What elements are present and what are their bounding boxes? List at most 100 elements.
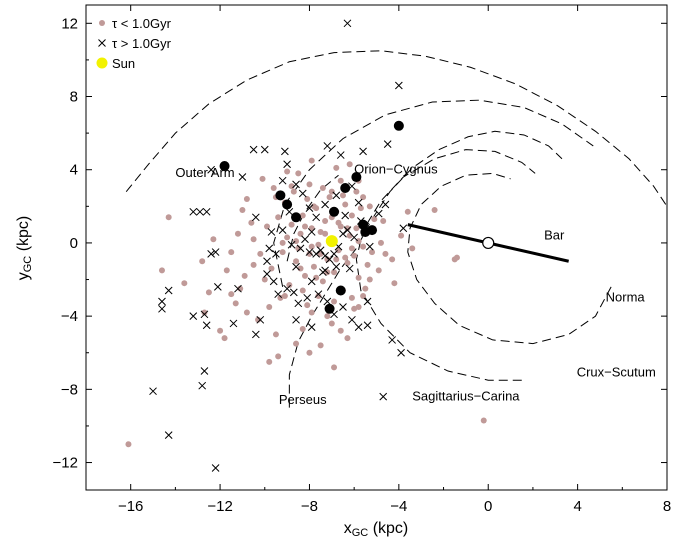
young-star-point <box>232 300 239 307</box>
young-star-point <box>261 276 268 283</box>
annotation-label: Perseus <box>279 392 327 407</box>
old-star-point <box>260 145 269 154</box>
young-star-point <box>257 250 264 257</box>
young-star-point <box>335 219 342 226</box>
young-star-point <box>353 188 360 195</box>
old-star-point <box>321 266 329 275</box>
legend-label: τ < 1.0Gyr <box>112 16 172 31</box>
large-black-point <box>275 190 286 201</box>
x-tick-label: −4 <box>390 498 407 515</box>
young-star-point <box>221 335 228 342</box>
old-star-point <box>307 277 316 286</box>
old-star-point <box>263 270 271 278</box>
young-star-point <box>364 261 371 268</box>
old-star-point <box>272 250 280 258</box>
young-star-point <box>398 232 405 239</box>
old-star-point <box>292 180 300 189</box>
old-star-point <box>238 173 247 181</box>
large-black-point <box>367 225 378 236</box>
x-axis-title-main: x <box>344 520 352 537</box>
young-star-point <box>268 265 275 272</box>
large-black-point <box>329 206 340 217</box>
young-star-point <box>382 250 389 257</box>
young-star-point <box>299 325 306 332</box>
young-star-point <box>360 194 367 201</box>
young-star-point <box>344 260 351 267</box>
young-star-point <box>333 164 340 171</box>
old-star-point <box>283 284 291 293</box>
young-star-point <box>348 294 355 301</box>
old-star-point <box>281 147 289 156</box>
plot-frame <box>85 4 668 491</box>
young-star-point <box>366 276 373 283</box>
old-star-point <box>267 228 276 236</box>
old-star-point <box>283 160 291 169</box>
old-star-point <box>200 310 209 319</box>
young-star-point <box>270 185 277 192</box>
old-star-point <box>202 207 211 216</box>
old-star-point <box>325 255 334 264</box>
large-black-point <box>324 303 335 314</box>
young-star-point <box>301 272 308 279</box>
old-star-point <box>316 246 325 255</box>
old-star-point <box>379 392 388 401</box>
young-star-point <box>158 267 165 274</box>
young-star-point <box>348 245 355 252</box>
young-star-point <box>275 353 282 360</box>
young-star-point <box>357 205 364 212</box>
old-star-point <box>332 191 341 200</box>
x-tick-label: −12 <box>207 498 232 515</box>
old-star-point <box>305 204 314 213</box>
old-star-point <box>341 211 350 220</box>
old-star-point <box>323 142 332 150</box>
annotation-label: Crux−Scutum <box>577 365 656 380</box>
young-star-point <box>237 285 244 292</box>
old-star-point <box>343 226 352 234</box>
young-star-point <box>243 309 250 316</box>
young-star-point <box>353 225 360 232</box>
young-star-point <box>355 274 362 281</box>
young-star-point <box>389 256 396 263</box>
young-star-point <box>308 243 315 250</box>
young-star-point <box>248 219 255 226</box>
galactic-bar <box>407 223 570 263</box>
young-star-point <box>295 170 302 177</box>
young-star-point <box>284 168 291 175</box>
young-star-point <box>328 188 335 195</box>
old-star-point <box>321 200 329 209</box>
old-star-point <box>292 315 300 324</box>
young-star-point <box>333 256 340 263</box>
spiral-arm <box>125 50 668 207</box>
old-star-point <box>158 297 166 306</box>
young-star-point <box>223 267 230 274</box>
large-black-point <box>393 120 404 131</box>
young-star-point <box>355 238 362 245</box>
young-star-point <box>239 206 246 213</box>
young-star-point <box>315 241 322 248</box>
young-star-point <box>391 280 398 287</box>
legend-cross-marker <box>98 39 106 47</box>
large-black-point <box>282 199 293 210</box>
old-star-point <box>229 319 238 328</box>
old-star-point <box>332 262 341 271</box>
old-star-point <box>278 226 287 234</box>
young-star-point <box>342 201 349 208</box>
legend-dot-marker <box>99 20 105 26</box>
old-star-point <box>202 321 211 330</box>
young-star-point <box>304 302 311 309</box>
old-star-point <box>321 251 329 260</box>
old-star-point <box>348 315 356 324</box>
young-star-point <box>409 245 416 252</box>
young-star-point <box>306 181 313 188</box>
young-star-point <box>319 278 326 285</box>
old-star-point <box>249 145 258 154</box>
young-star-point <box>453 254 460 261</box>
young-star-point <box>348 212 355 219</box>
x-tick-label: −8 <box>301 498 318 515</box>
old-star-point <box>363 297 372 306</box>
young-star-point <box>380 217 387 224</box>
x-axis-title-unit: (kpc) <box>368 520 408 537</box>
young-star-point <box>322 230 329 237</box>
large-black-point <box>291 212 302 223</box>
